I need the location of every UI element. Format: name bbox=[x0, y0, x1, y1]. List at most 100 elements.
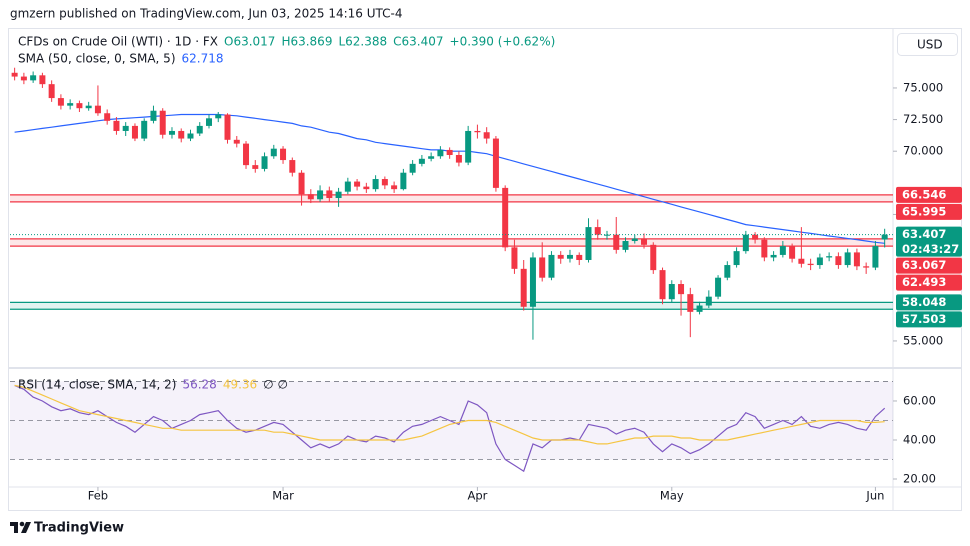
candle-body bbox=[215, 114, 222, 119]
currency[interactable]: USD bbox=[917, 38, 943, 52]
candle-body bbox=[94, 105, 101, 114]
candle-body bbox=[400, 172, 407, 190]
zone-label-bg bbox=[896, 257, 962, 274]
candle-body bbox=[613, 234, 620, 250]
candle-body bbox=[418, 158, 425, 164]
zone-label-bg bbox=[896, 311, 962, 328]
x-tick-label: Jun bbox=[865, 489, 884, 503]
zone-label: 58.048 bbox=[902, 295, 946, 309]
candle-body bbox=[678, 284, 685, 295]
rsi-y-tick-label: 20.00 bbox=[903, 472, 936, 486]
candle-body bbox=[557, 254, 564, 259]
rsi-sma-value: 49.36 bbox=[223, 378, 257, 392]
low-value: L62.388 bbox=[338, 35, 387, 49]
candle-body bbox=[631, 238, 638, 242]
candle-body bbox=[585, 227, 592, 260]
candle-body bbox=[705, 296, 712, 306]
y-tick-label: 70.000 bbox=[903, 144, 943, 158]
change-value: +0.390 (+0.62%) bbox=[450, 35, 556, 49]
candle-body bbox=[761, 239, 768, 258]
published-note: gmzern published on TradingView.com, Jun… bbox=[10, 7, 403, 21]
candle-body bbox=[622, 241, 629, 250]
candle-body bbox=[233, 139, 240, 144]
candle-body bbox=[650, 244, 657, 271]
zone-label-bg bbox=[896, 294, 962, 311]
close-value: C63.407 bbox=[393, 35, 443, 49]
candle-body bbox=[715, 277, 722, 297]
brand: TradingView bbox=[34, 521, 124, 536]
candle-body bbox=[502, 187, 509, 248]
candle-body bbox=[363, 186, 370, 190]
candle-body bbox=[881, 234, 888, 240]
candle-body bbox=[529, 257, 536, 307]
candle-body bbox=[289, 160, 296, 173]
candle-body bbox=[85, 105, 92, 109]
zone bbox=[10, 238, 893, 247]
candle-body bbox=[511, 247, 518, 269]
candle-body bbox=[243, 143, 250, 166]
candle-body bbox=[391, 185, 398, 190]
candle-body bbox=[335, 191, 342, 199]
candle-body bbox=[576, 254, 583, 260]
y-tick-label: 75.000 bbox=[903, 80, 943, 94]
candle-body bbox=[446, 149, 453, 155]
candle-body bbox=[853, 252, 860, 267]
candle-body bbox=[317, 190, 324, 200]
candle-body bbox=[224, 114, 231, 140]
candle-body bbox=[492, 138, 499, 188]
candle-body bbox=[455, 154, 462, 163]
candle-body bbox=[659, 270, 666, 300]
candle-body bbox=[724, 265, 731, 278]
logo bbox=[10, 521, 31, 533]
zone bbox=[10, 302, 893, 310]
candle-body bbox=[752, 234, 759, 240]
candle-body bbox=[178, 130, 185, 139]
candle-body bbox=[539, 257, 546, 278]
candle-body bbox=[770, 254, 777, 258]
candle-body bbox=[566, 254, 573, 259]
candle-body bbox=[835, 256, 842, 266]
zone-label: 65.995 bbox=[902, 204, 946, 218]
y-tick-label: 55.000 bbox=[903, 333, 943, 347]
candle-body bbox=[872, 246, 879, 268]
open-value: O63.017 bbox=[224, 35, 275, 49]
candle-body bbox=[733, 251, 740, 266]
candle-body bbox=[48, 84, 55, 99]
candle-body bbox=[252, 165, 259, 169]
last-price-label-bg bbox=[896, 226, 962, 257]
candle-body bbox=[122, 125, 129, 131]
zone-label-bg bbox=[896, 186, 962, 203]
zone-label-bg bbox=[896, 203, 962, 220]
candle-body bbox=[437, 149, 444, 157]
candle-body bbox=[159, 110, 166, 135]
candle-body bbox=[687, 294, 694, 312]
zone bbox=[10, 194, 893, 202]
candle-body bbox=[104, 113, 111, 121]
candle-body bbox=[863, 266, 870, 268]
candle-body bbox=[187, 133, 194, 139]
candle-body bbox=[696, 305, 703, 312]
rsi-line bbox=[14, 384, 886, 473]
y-tick-label: 72.500 bbox=[903, 112, 943, 126]
zone-label: 66.546 bbox=[902, 187, 946, 201]
candle-body bbox=[844, 252, 851, 266]
rsi-title: RSI (14, close, SMA, 14, 2) bbox=[18, 378, 176, 392]
candle-body bbox=[11, 72, 18, 77]
candle-body bbox=[39, 75, 46, 85]
candle-body bbox=[67, 103, 74, 106]
candle-body bbox=[76, 103, 83, 109]
candle-body bbox=[298, 172, 305, 195]
candle-body bbox=[57, 98, 64, 106]
candle-body bbox=[807, 263, 814, 266]
x-tick-label: Apr bbox=[467, 489, 487, 503]
candle-body bbox=[789, 246, 796, 259]
indicator-name: SMA (50, close, 0, SMA, 5) bbox=[18, 52, 176, 66]
candle-body bbox=[779, 246, 786, 255]
candle-body bbox=[474, 130, 481, 133]
currency-button[interactable] bbox=[897, 33, 958, 56]
candle-body bbox=[594, 227, 601, 235]
zone-label: 63.067 bbox=[902, 258, 946, 272]
rsi-extra: ∅ ∅ bbox=[263, 378, 288, 392]
candle-body bbox=[261, 156, 268, 169]
candle-body bbox=[196, 125, 203, 134]
